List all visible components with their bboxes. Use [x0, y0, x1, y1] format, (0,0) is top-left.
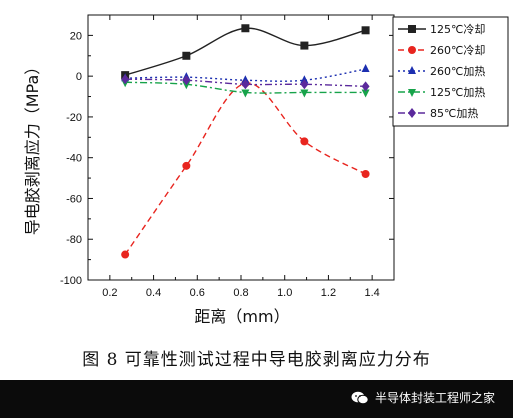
legend-label: 125℃加热 [430, 86, 485, 99]
chart: 0.2 0.4 0.6 0.8 1.0 1.2 1.4 -100 -80 -60 -40 -20 0 20… [23, 14, 509, 326]
legend-label: 260℃加热 [430, 65, 485, 78]
legend-marker [408, 89, 416, 97]
x-tick-label: 0.6 [190, 287, 205, 299]
data-point [361, 26, 370, 35]
data-point [241, 79, 250, 90]
data-point [241, 75, 250, 84]
x-tick-label: 1.0 [277, 287, 292, 299]
x-tick-label: 0.4 [146, 287, 161, 299]
data-point [182, 51, 191, 60]
data-point [361, 64, 370, 73]
y-tick-label: 20 [70, 30, 82, 42]
series-5 [121, 74, 370, 92]
y-tick-label: -60 [66, 193, 82, 205]
data-point [300, 79, 309, 90]
plot-frame [87, 14, 395, 281]
data-point [182, 75, 191, 86]
data-point [361, 170, 370, 178]
y-tick-label: -100 [60, 275, 82, 287]
data-point [121, 74, 130, 85]
series-1 [121, 24, 370, 80]
x-tick-label: 0.2 [102, 287, 117, 299]
legend-marker [408, 25, 416, 33]
y-tick-label: 0 [76, 71, 82, 83]
legend-label: 125℃冷却 [430, 23, 485, 36]
series-layer [121, 24, 370, 259]
legend-item: 260℃冷却 [398, 44, 485, 57]
legend-label: 260℃冷却 [430, 44, 485, 57]
data-point [361, 89, 370, 98]
data-point [300, 75, 309, 84]
data-point [121, 250, 130, 259]
y-tick-label: -80 [66, 234, 82, 246]
x-tick-label: 1.4 [364, 287, 379, 299]
figure-caption: 图 8 可靠性测试过程中导电胶剥离应力分布 [82, 350, 431, 370]
wechat-icon [351, 391, 369, 404]
footer-bar: 半导体封装工程师之家 [0, 380, 513, 418]
legend-item: 125℃加热 [398, 86, 485, 99]
legend-item: 125℃冷却 [398, 23, 485, 36]
data-point [182, 81, 191, 90]
data-point [300, 89, 309, 98]
x-axis-title: 距离（mm） [194, 307, 289, 326]
series-2 [121, 79, 370, 259]
data-point [241, 24, 250, 33]
footer-brand-text: 半导体封装工程师之家 [374, 391, 495, 405]
series-line [124, 82, 366, 255]
legend-item: 260℃加热 [398, 65, 485, 78]
x-tick-label: 0.8 [233, 287, 248, 299]
y-axis-title: 导电胶剥离应力（MPa） [23, 59, 42, 236]
axes-layer: 0.2 0.4 0.6 0.8 1.0 1.2 1.4 -100 -80 -60 -40 -20 0 20 [60, 14, 395, 299]
x-tick-label: 1.2 [321, 287, 336, 299]
legend: 125℃冷却 260℃冷却 260℃加热 125℃加热 85℃加热 [392, 16, 509, 127]
y-tick-label: -20 [66, 112, 82, 124]
data-point [300, 41, 309, 50]
legend-marker [408, 46, 416, 54]
data-point [241, 89, 250, 98]
legend-marker [408, 66, 416, 74]
footer-brand: 半导体封装工程师之家 [351, 389, 495, 406]
y-tick-label: -40 [66, 153, 82, 165]
data-point [300, 137, 309, 146]
legend-label: 85℃加热 [430, 107, 478, 120]
data-point [182, 161, 191, 170]
legend-marker [408, 108, 416, 118]
series-line [124, 27, 366, 76]
legend-item: 85℃加热 [398, 107, 478, 120]
data-point [361, 81, 370, 92]
